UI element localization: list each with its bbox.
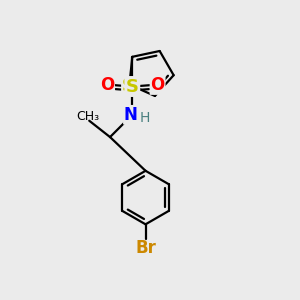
Text: H: H	[140, 111, 150, 125]
Text: O: O	[151, 76, 165, 94]
Text: CH₃: CH₃	[76, 110, 99, 123]
Text: Br: Br	[135, 239, 156, 257]
Text: S: S	[126, 77, 139, 95]
Text: N: N	[124, 106, 138, 124]
Text: S: S	[122, 77, 134, 95]
Text: O: O	[100, 76, 114, 94]
